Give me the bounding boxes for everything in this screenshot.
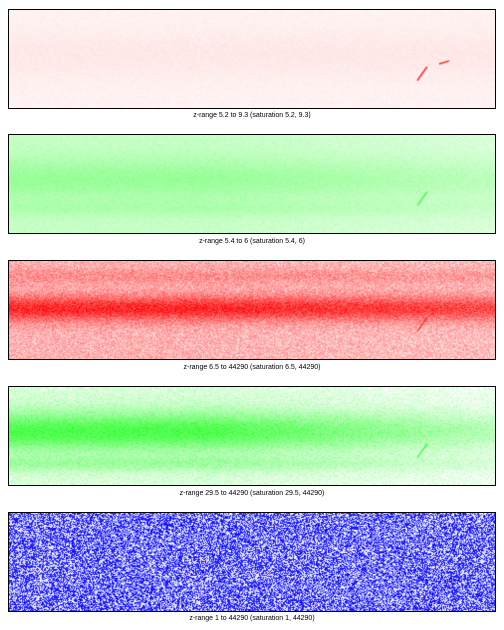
heatmap-canvas-4 <box>9 387 495 485</box>
heatmap-panel-3 <box>8 260 496 360</box>
heatmap-panel-4 <box>8 386 496 486</box>
heatmap-canvas-3 <box>9 261 495 359</box>
heatmap-canvas-1 <box>9 10 495 108</box>
heatmap-canvas-5 <box>9 513 495 611</box>
heatmap-panel-2 <box>8 134 496 234</box>
panel-caption-4: z-range 29.5 to 44290 (saturation 29.5, … <box>179 490 325 497</box>
panel-caption-3: z-range 6.5 to 44290 (saturation 6.5, 44… <box>183 364 321 371</box>
heatmap-canvas-2 <box>9 135 495 233</box>
heatmap-panel-1 <box>8 9 496 109</box>
panel-caption-5: z-range 1 to 44290 (saturation 1, 44290) <box>189 615 315 622</box>
heatmap-panel-5 <box>8 512 496 612</box>
panel-caption-2: z-range 5.4 to 6 (saturation 5.4, 6) <box>199 238 305 245</box>
panel-caption-1: z-range 5.2 to 9.3 (saturation 5.2, 9.3) <box>193 112 311 119</box>
